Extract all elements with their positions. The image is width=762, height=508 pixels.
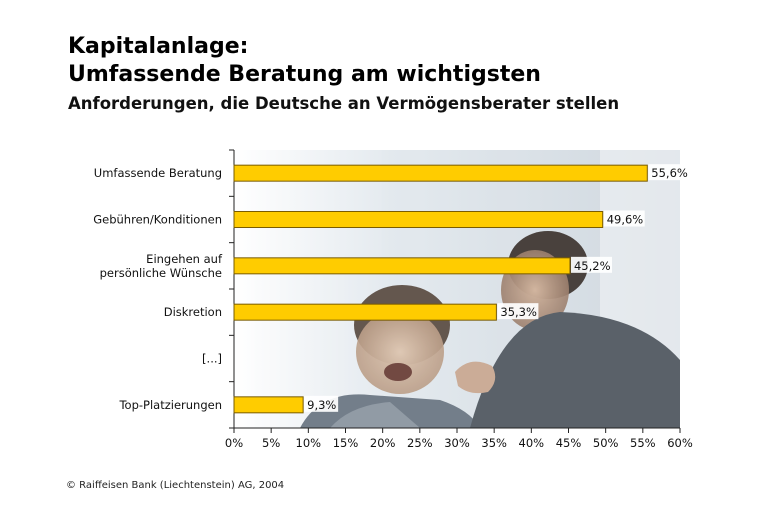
- x-tick-label: 50%: [593, 436, 619, 450]
- data-label-text: 49,6%: [607, 213, 644, 227]
- x-tick-label: 35%: [481, 436, 507, 450]
- bar-chart: 0% 5% 10% 15% 20% 25% 30% 35% 40% 45% 50% 55% 60% 55…: [93, 149, 693, 450]
- chart-title-line-1: Kapitalanlage:: [68, 34, 249, 59]
- data-label-text: 35,3%: [500, 305, 537, 319]
- data-label-text: 45,2%: [574, 259, 611, 273]
- x-tick-label: 20%: [370, 436, 396, 450]
- x-tick-label: 30%: [444, 436, 470, 450]
- data-label: 49,6%: [603, 210, 645, 227]
- data-label: 9,3%: [304, 395, 339, 412]
- bar: [233, 211, 604, 228]
- data-label-background: [570, 256, 612, 273]
- data-label-background: [648, 164, 690, 181]
- chart-subtitle: Anforderungen, die Deutsche an Vermögens…: [68, 94, 620, 113]
- bar: [233, 164, 648, 182]
- data-label-text: 55,6%: [651, 166, 688, 180]
- bar: [233, 396, 304, 414]
- x-tick-label: 25%: [407, 436, 433, 450]
- bar: [233, 303, 497, 321]
- category-label: Umfassende Beratung: [94, 166, 222, 180]
- copyright-footer: © Raiffeisen Bank (Liechtenstein) AG, 20…: [66, 480, 285, 491]
- category-label: [...]: [202, 352, 222, 366]
- x-tick-label: 60%: [667, 436, 693, 450]
- x-tick-label: 40%: [519, 436, 545, 450]
- chart-title-line-2: Umfassende Beratung am wichtigsten: [68, 62, 541, 87]
- data-label-background: [603, 210, 645, 227]
- x-tick-label: 15%: [333, 436, 359, 450]
- x-tick-label: 0%: [225, 436, 243, 450]
- category-label: Top-Platzierungen: [118, 398, 222, 412]
- data-label-background: [304, 395, 339, 412]
- data-label: 45,2%: [570, 256, 612, 273]
- category-label: Gebühren/Konditionen: [93, 213, 222, 227]
- x-tick-label: 10%: [296, 436, 322, 450]
- background-photo: [234, 150, 680, 428]
- data-label-background: [497, 303, 539, 320]
- x-tick-label: 55%: [630, 436, 656, 450]
- data-label: 35,3%: [497, 303, 539, 320]
- x-tick-label: 5%: [262, 436, 280, 450]
- category-label: Diskretion: [164, 305, 222, 319]
- x-tick-label: 45%: [556, 436, 582, 450]
- bar: [233, 257, 571, 275]
- data-label: 55,6%: [648, 164, 690, 181]
- category-label: Eingehen auf persönliche Wünsche: [100, 252, 223, 280]
- data-label-text: 9,3%: [307, 398, 336, 412]
